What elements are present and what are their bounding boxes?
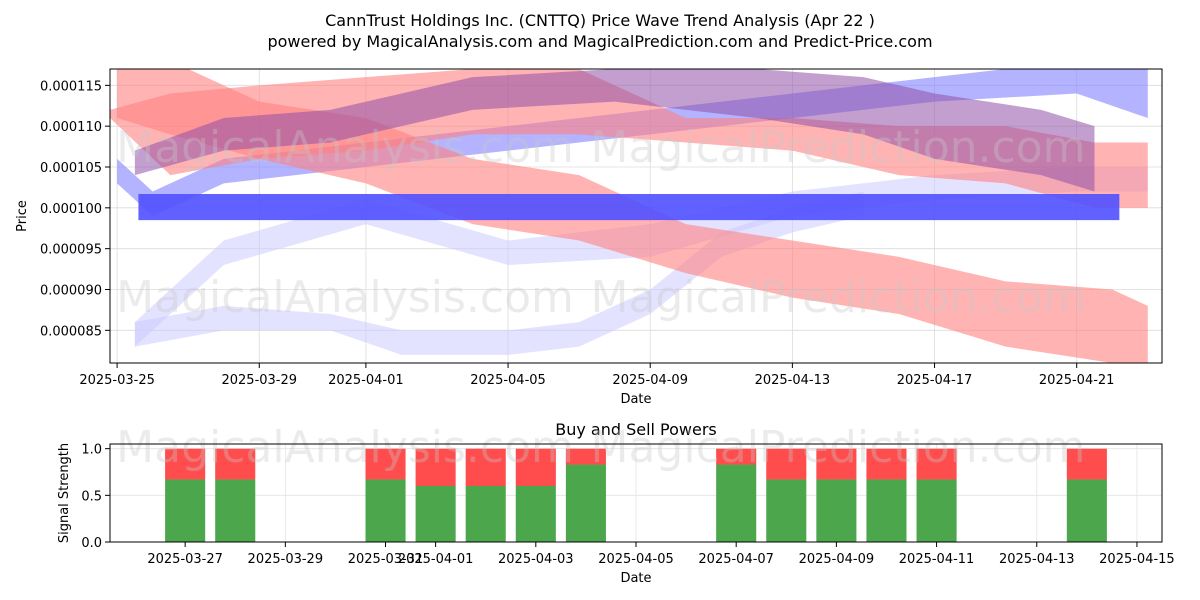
buy-power-bar	[365, 479, 406, 542]
price-wave-series	[110, 69, 1148, 363]
buy-power-bar	[415, 486, 456, 542]
signal-y-label: Signal Strength	[57, 443, 72, 543]
sell-power-bar	[515, 448, 556, 486]
signal-x-label: Date	[620, 571, 651, 586]
chart-title: CannTrust Holdings Inc. (CNTTQ) Price Wa…	[325, 11, 875, 30]
watermark-analysis-bottom: MagicalAnalysis.com	[116, 422, 574, 473]
price-wave-band	[134, 69, 1095, 192]
sell-power-bar	[465, 448, 506, 486]
sell-power-bar	[415, 448, 456, 486]
price-y-label: Price	[15, 200, 30, 232]
price-y-tick-label: 0.000085	[40, 324, 102, 339]
price-x-tick-label: 2025-04-13	[755, 373, 831, 388]
watermark-prediction-top: MagicalPrediction.com	[591, 122, 1086, 173]
buy-sell-chart: Buy and Sell Powers MagicalAnalysis.com …	[57, 420, 1175, 586]
price-y-tick-label: 0.000090	[40, 284, 102, 299]
signal-bars	[165, 448, 1107, 542]
sell-power-bar	[165, 448, 206, 480]
price-y-tick-label: 0.000100	[40, 202, 102, 217]
signal-x-tick-label: 2025-04-15	[1099, 552, 1175, 567]
signal-x-tick-label: 2025-04-09	[799, 552, 875, 567]
signal-y-tick-label: 0.0	[81, 536, 102, 551]
price-x-tick-label: 2025-03-25	[79, 373, 155, 388]
buy-power-bar	[565, 464, 606, 542]
price-y-ticks: 0.000085 0.000090 0.000095 0.000100 0.000105…	[40, 79, 110, 339]
signal-x-tick-label: 2025-04-13	[999, 552, 1075, 567]
price-x-tick-label: 2025-04-09	[612, 373, 688, 388]
price-y-tick-label: 0.000095	[40, 243, 102, 258]
sell-power-bar	[816, 448, 857, 480]
buy-power-bar	[916, 479, 957, 542]
price-x-tick-label: 2025-04-01	[328, 373, 404, 388]
signal-y-tick-label: 1.0	[81, 443, 102, 458]
price-y-tick-label: 0.000110	[40, 120, 102, 135]
watermark-prediction-bottom: MagicalPrediction.com	[591, 422, 1086, 473]
buy-power-bar	[515, 486, 556, 542]
sell-power-bar	[1066, 448, 1107, 480]
buy-power-bar	[766, 479, 807, 542]
signal-x-tick-label: 2025-04-01	[398, 552, 474, 567]
signal-x-ticks: 2025-03-27 2025-03-29 2025-03-312025-04-01…	[147, 542, 1175, 567]
signal-x-tick-label: 2025-03-27	[147, 552, 223, 567]
signal-x-tick-label: 2025-04-07	[698, 552, 774, 567]
buy-power-bar	[215, 479, 256, 542]
sell-power-bar	[716, 448, 757, 465]
watermark-prediction-mid: MagicalPrediction.com	[591, 272, 1086, 323]
sell-power-bar	[365, 448, 406, 480]
price-wave-band	[134, 191, 864, 355]
signal-x-tick-label: 2025-04-11	[899, 552, 975, 567]
buy-power-bar	[465, 486, 506, 542]
buy-power-bar	[1066, 479, 1107, 542]
watermark-analysis-top: MagicalAnalysis.com	[116, 122, 574, 173]
price-x-ticks: 2025-03-25 2025-03-29 2025-04-01 2025-04-05…	[79, 363, 1114, 388]
price-y-tick-label: 0.000105	[40, 161, 102, 176]
buy-power-bar	[716, 464, 757, 542]
price-plot-frame	[109, 68, 1163, 364]
price-y-tick-label: 0.000115	[40, 79, 102, 94]
price-x-tick-label: 2025-04-05	[470, 373, 546, 388]
price-x-tick-label: 2025-04-21	[1039, 373, 1115, 388]
buy-power-bar	[165, 479, 206, 542]
signal-y-tick-label: 0.5	[81, 489, 102, 504]
sell-power-bar	[766, 448, 807, 480]
price-x-label: Date	[620, 392, 651, 407]
sell-power-bar	[565, 448, 606, 465]
signal-y-ticks: 0.0 0.5 1.0	[81, 443, 110, 551]
signal-x-tick-label: 2025-04-05	[598, 552, 674, 567]
signal-x-tick-label: 2025-03-31	[348, 552, 424, 567]
sell-power-bar	[215, 448, 256, 480]
sell-power-bar	[916, 448, 957, 480]
price-x-tick-label: 2025-04-17	[897, 373, 973, 388]
chart-subtitle: powered by MagicalAnalysis.com and Magic…	[267, 32, 932, 51]
price-x-tick-label: 2025-03-29	[221, 373, 297, 388]
signal-x-tick-label: 2025-04-03	[498, 552, 574, 567]
price-wave-band	[138, 193, 1120, 221]
watermark-analysis-mid: MagicalAnalysis.com	[116, 272, 574, 323]
buy-power-bar	[866, 479, 907, 542]
price-wave-chart: MagicalAnalysis.com MagicalPrediction.co…	[15, 68, 1163, 407]
signal-x-tick-label: 2025-03-29	[248, 552, 324, 567]
buy-sell-title: Buy and Sell Powers	[555, 420, 717, 439]
buy-power-bar	[816, 479, 857, 542]
sell-power-bar	[866, 448, 907, 480]
price-series-clip	[110, 69, 1148, 363]
